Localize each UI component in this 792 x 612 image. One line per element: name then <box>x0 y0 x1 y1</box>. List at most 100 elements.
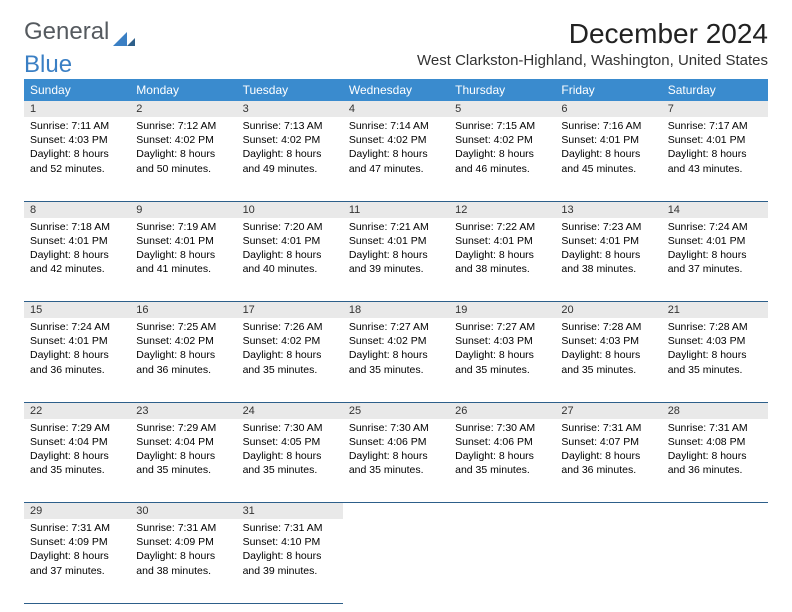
day-number-row: 1234567 <box>24 101 768 117</box>
day-header: Wednesday <box>343 79 449 101</box>
day-number-cell: 24 <box>237 402 343 419</box>
day-number-cell: 17 <box>237 302 343 319</box>
day-content-cell: Sunrise: 7:31 AMSunset: 4:10 PMDaylight:… <box>237 519 343 603</box>
day-details: Sunrise: 7:21 AMSunset: 4:01 PMDaylight:… <box>343 218 449 281</box>
day-number-row: 293031 <box>24 503 768 520</box>
day-content-cell: Sunrise: 7:13 AMSunset: 4:02 PMDaylight:… <box>237 117 343 201</box>
day-details: Sunrise: 7:27 AMSunset: 4:03 PMDaylight:… <box>449 318 555 381</box>
day-number-row: 891011121314 <box>24 201 768 218</box>
day-number-cell: 31 <box>237 503 343 520</box>
day-details: Sunrise: 7:27 AMSunset: 4:02 PMDaylight:… <box>343 318 449 381</box>
day-content-cell: Sunrise: 7:29 AMSunset: 4:04 PMDaylight:… <box>24 419 130 503</box>
day-number-cell: 7 <box>662 101 768 117</box>
day-content-cell: Sunrise: 7:17 AMSunset: 4:01 PMDaylight:… <box>662 117 768 201</box>
day-content-cell: Sunrise: 7:31 AMSunset: 4:08 PMDaylight:… <box>662 419 768 503</box>
day-content-cell: Sunrise: 7:30 AMSunset: 4:06 PMDaylight:… <box>449 419 555 503</box>
day-details: Sunrise: 7:12 AMSunset: 4:02 PMDaylight:… <box>130 117 236 180</box>
day-number-cell: 26 <box>449 402 555 419</box>
day-details: Sunrise: 7:19 AMSunset: 4:01 PMDaylight:… <box>130 218 236 281</box>
location-subtitle: West Clarkston-Highland, Washington, Uni… <box>417 52 768 69</box>
day-content-cell: Sunrise: 7:30 AMSunset: 4:06 PMDaylight:… <box>343 419 449 503</box>
day-details: Sunrise: 7:28 AMSunset: 4:03 PMDaylight:… <box>555 318 661 381</box>
day-details: Sunrise: 7:31 AMSunset: 4:07 PMDaylight:… <box>555 419 661 482</box>
day-number-cell: 2 <box>130 101 236 117</box>
day-details: Sunrise: 7:29 AMSunset: 4:04 PMDaylight:… <box>130 419 236 482</box>
page-title: December 2024 <box>569 18 768 50</box>
day-details: Sunrise: 7:24 AMSunset: 4:01 PMDaylight:… <box>24 318 130 381</box>
day-header: Tuesday <box>237 79 343 101</box>
day-content-cell: Sunrise: 7:31 AMSunset: 4:09 PMDaylight:… <box>130 519 236 603</box>
day-content-cell: Sunrise: 7:27 AMSunset: 4:02 PMDaylight:… <box>343 318 449 402</box>
day-number-cell: 13 <box>555 201 661 218</box>
day-number-cell: 6 <box>555 101 661 117</box>
day-details: Sunrise: 7:25 AMSunset: 4:02 PMDaylight:… <box>130 318 236 381</box>
day-details: Sunrise: 7:14 AMSunset: 4:02 PMDaylight:… <box>343 117 449 180</box>
day-number-cell <box>555 503 661 520</box>
day-details: Sunrise: 7:18 AMSunset: 4:01 PMDaylight:… <box>24 218 130 281</box>
day-details: Sunrise: 7:20 AMSunset: 4:01 PMDaylight:… <box>237 218 343 281</box>
day-content-cell: Sunrise: 7:28 AMSunset: 4:03 PMDaylight:… <box>555 318 661 402</box>
day-content-cell: Sunrise: 7:21 AMSunset: 4:01 PMDaylight:… <box>343 218 449 302</box>
day-content-row: Sunrise: 7:24 AMSunset: 4:01 PMDaylight:… <box>24 318 768 402</box>
day-details: Sunrise: 7:22 AMSunset: 4:01 PMDaylight:… <box>449 218 555 281</box>
day-details: Sunrise: 7:11 AMSunset: 4:03 PMDaylight:… <box>24 117 130 180</box>
day-content-cell: Sunrise: 7:15 AMSunset: 4:02 PMDaylight:… <box>449 117 555 201</box>
day-content-cell: Sunrise: 7:29 AMSunset: 4:04 PMDaylight:… <box>130 419 236 503</box>
day-number-cell: 15 <box>24 302 130 319</box>
day-number-cell: 23 <box>130 402 236 419</box>
day-content-cell: Sunrise: 7:30 AMSunset: 4:05 PMDaylight:… <box>237 419 343 503</box>
day-header: Monday <box>130 79 236 101</box>
day-header: Friday <box>555 79 661 101</box>
day-number-cell <box>343 503 449 520</box>
day-content-cell <box>343 519 449 603</box>
day-details: Sunrise: 7:30 AMSunset: 4:06 PMDaylight:… <box>343 419 449 482</box>
day-number-cell <box>662 503 768 520</box>
day-number-cell: 29 <box>24 503 130 520</box>
day-details: Sunrise: 7:24 AMSunset: 4:01 PMDaylight:… <box>662 218 768 281</box>
day-number-cell: 27 <box>555 402 661 419</box>
day-header: Thursday <box>449 79 555 101</box>
day-number-cell: 18 <box>343 302 449 319</box>
day-content-cell: Sunrise: 7:19 AMSunset: 4:01 PMDaylight:… <box>130 218 236 302</box>
day-content-cell: Sunrise: 7:31 AMSunset: 4:07 PMDaylight:… <box>555 419 661 503</box>
day-details: Sunrise: 7:16 AMSunset: 4:01 PMDaylight:… <box>555 117 661 180</box>
day-content-cell: Sunrise: 7:25 AMSunset: 4:02 PMDaylight:… <box>130 318 236 402</box>
day-content-cell: Sunrise: 7:31 AMSunset: 4:09 PMDaylight:… <box>24 519 130 603</box>
day-content-cell <box>555 519 661 603</box>
day-details: Sunrise: 7:31 AMSunset: 4:09 PMDaylight:… <box>24 519 130 582</box>
day-number-cell: 1 <box>24 101 130 117</box>
day-content-cell: Sunrise: 7:12 AMSunset: 4:02 PMDaylight:… <box>130 117 236 201</box>
day-details: Sunrise: 7:26 AMSunset: 4:02 PMDaylight:… <box>237 318 343 381</box>
day-content-cell: Sunrise: 7:16 AMSunset: 4:01 PMDaylight:… <box>555 117 661 201</box>
calendar-table: Sunday Monday Tuesday Wednesday Thursday… <box>24 79 768 604</box>
day-number-cell: 25 <box>343 402 449 419</box>
day-content-row: Sunrise: 7:29 AMSunset: 4:04 PMDaylight:… <box>24 419 768 503</box>
day-content-cell: Sunrise: 7:26 AMSunset: 4:02 PMDaylight:… <box>237 318 343 402</box>
day-content-cell: Sunrise: 7:24 AMSunset: 4:01 PMDaylight:… <box>662 218 768 302</box>
day-details: Sunrise: 7:28 AMSunset: 4:03 PMDaylight:… <box>662 318 768 381</box>
logo-line2: Blue <box>24 51 72 79</box>
day-content-row: Sunrise: 7:18 AMSunset: 4:01 PMDaylight:… <box>24 218 768 302</box>
day-details: Sunrise: 7:13 AMSunset: 4:02 PMDaylight:… <box>237 117 343 180</box>
day-number-cell: 3 <box>237 101 343 117</box>
day-content-cell: Sunrise: 7:18 AMSunset: 4:01 PMDaylight:… <box>24 218 130 302</box>
day-number-row: 15161718192021 <box>24 302 768 319</box>
day-content-cell <box>449 519 555 603</box>
day-details: Sunrise: 7:15 AMSunset: 4:02 PMDaylight:… <box>449 117 555 180</box>
day-number-cell: 28 <box>662 402 768 419</box>
day-number-cell: 20 <box>555 302 661 319</box>
day-header: Sunday <box>24 79 130 101</box>
day-number-cell: 4 <box>343 101 449 117</box>
day-number-cell: 19 <box>449 302 555 319</box>
day-header-row: Sunday Monday Tuesday Wednesday Thursday… <box>24 79 768 101</box>
day-number-cell: 12 <box>449 201 555 218</box>
day-number-cell: 14 <box>662 201 768 218</box>
logo: General <box>24 18 135 46</box>
logo-text-1: General <box>24 18 109 46</box>
day-content-row: Sunrise: 7:31 AMSunset: 4:09 PMDaylight:… <box>24 519 768 603</box>
day-number-cell: 9 <box>130 201 236 218</box>
day-number-cell: 16 <box>130 302 236 319</box>
day-content-cell: Sunrise: 7:28 AMSunset: 4:03 PMDaylight:… <box>662 318 768 402</box>
day-header: Saturday <box>662 79 768 101</box>
day-number-cell: 8 <box>24 201 130 218</box>
